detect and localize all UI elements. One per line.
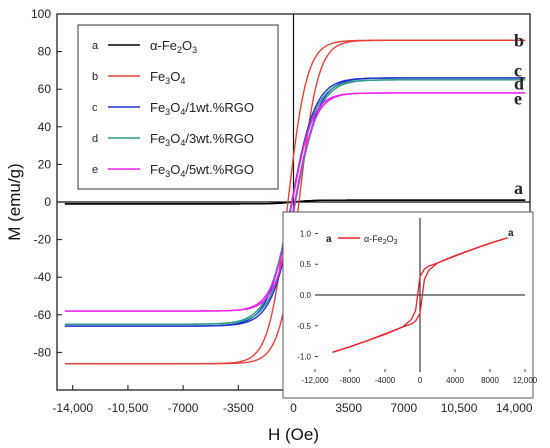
- legend-label-a: α-Fe2O3: [150, 38, 197, 55]
- legend-label-d: Fe3O4/3wt.%RGO: [150, 131, 254, 148]
- inset-x-tick-label: 4000: [446, 376, 464, 385]
- inset-legend-key: a: [326, 234, 332, 245]
- legend-label-c: Fe3O4/1wt.%RGO: [150, 100, 254, 117]
- x-tick-label: -10,500: [108, 401, 149, 415]
- inset-x-tick-label: 0: [418, 376, 423, 385]
- inset-end-label-a: a: [508, 228, 514, 239]
- inset-y-tick-label: -0.5: [297, 322, 311, 331]
- x-tick-label: 3500: [335, 401, 362, 415]
- inset-x-tick-label: -4000: [375, 376, 396, 385]
- y-tick-label: -40: [34, 270, 52, 284]
- end-label-e: e: [514, 89, 522, 109]
- inset-y-tick-label: -1.0: [297, 353, 311, 362]
- curve-b-descending: [64, 39, 526, 365]
- legend-label-b: Fe3O4: [150, 69, 185, 86]
- y-tick-label: 20: [38, 157, 52, 171]
- y-tick-label: 60: [38, 82, 52, 96]
- inset-y-tick-label: 0.5: [300, 260, 312, 269]
- legend-label-e: Fe3O4/5wt.%RGO: [150, 162, 254, 179]
- y-tick-label: -60: [34, 308, 52, 322]
- y-tick-label: 40: [38, 120, 52, 134]
- y-tick-label: -20: [34, 233, 52, 247]
- x-tick-label: 7000: [391, 401, 418, 415]
- curve-e-descending: [64, 92, 526, 312]
- y-axis-title: M (emu/g): [5, 163, 24, 240]
- end-label-d: d: [514, 74, 524, 94]
- x-tick-label: -7000: [168, 401, 199, 415]
- end-label-a: a: [514, 178, 523, 198]
- inset-curve-lower: [332, 237, 508, 353]
- end-label-c: c: [514, 60, 522, 80]
- legend-key-e: e: [92, 164, 98, 176]
- x-tick-label: 0: [290, 401, 297, 415]
- y-tick-label: -80: [34, 345, 52, 359]
- inset-x-tick-label: 8000: [481, 376, 499, 385]
- y-tick-label: 0: [44, 195, 51, 209]
- inset-y-tick-label: 1.0: [300, 229, 312, 238]
- inset-panel: [282, 211, 534, 399]
- x-tick-label: 10,500: [441, 401, 478, 415]
- legend-key-d: d: [92, 133, 98, 145]
- x-tick-label: 14,000: [496, 401, 533, 415]
- inset-legend-label: α-Fe2O3: [364, 234, 398, 246]
- x-tick-label: -14,000: [52, 401, 93, 415]
- legend-key-b: b: [92, 71, 98, 83]
- inset-x-tick-label: 12,000: [513, 376, 538, 385]
- end-label-b: b: [514, 30, 524, 50]
- legend-key-c: c: [92, 102, 98, 114]
- y-tick-label: 80: [38, 45, 52, 59]
- inset-x-tick-label: -12,000: [301, 376, 329, 385]
- x-axis-title: H (Oe): [268, 425, 319, 444]
- legend-key-a: a: [92, 40, 99, 52]
- x-tick-label: -3500: [223, 401, 254, 415]
- inset-x-tick-label: -8000: [340, 376, 361, 385]
- y-tick-label: 100: [31, 7, 51, 21]
- inset-y-tick-label: 0.0: [300, 291, 312, 300]
